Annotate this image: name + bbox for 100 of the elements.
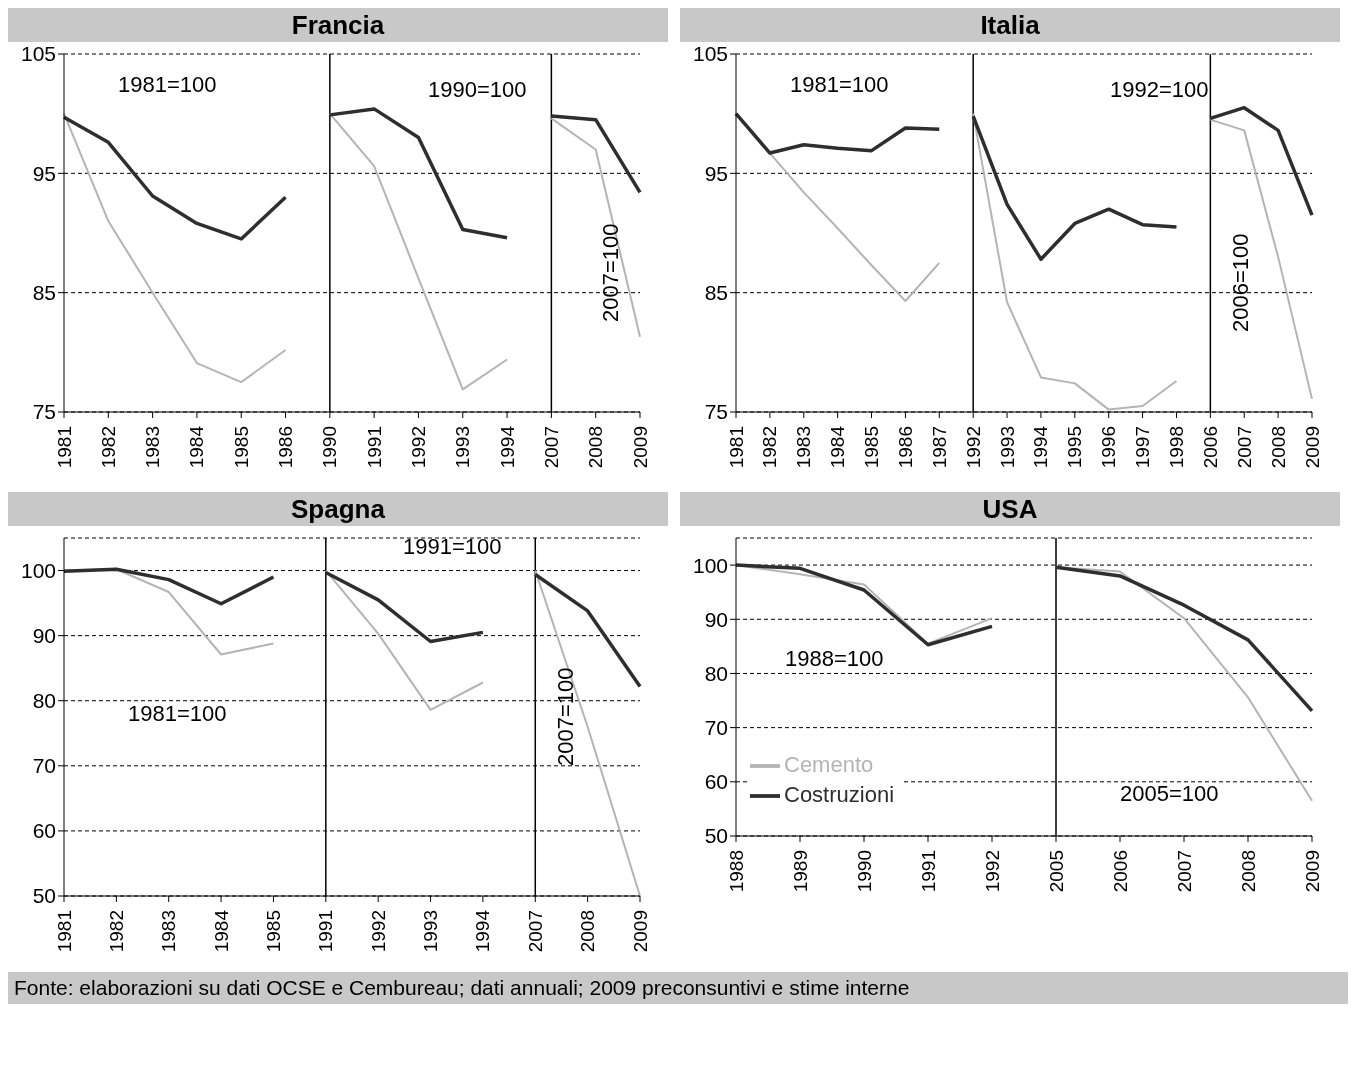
x-tick-label: 2008 [1237,850,1259,893]
x-tick-label: 2005 [1045,850,1067,893]
x-tick-label: 1993 [996,426,1018,469]
y-tick-label: 80 [704,661,728,685]
x-tick-label: 1994 [472,909,494,953]
x-tick-label: 1994 [496,425,518,469]
x-tick-label: 2007 [540,426,562,469]
line-series [328,112,509,391]
y-tick-label: 105 [20,42,56,66]
y-tick-label: 100 [20,559,56,582]
x-tick-label: 1992 [981,850,1003,893]
x-tick-label: 1996 [1098,426,1120,469]
x-tick-label: 1990 [319,426,341,469]
line-series [1209,118,1313,400]
annotation: 2006=100 [1228,233,1254,332]
annotation: 1988=100 [785,646,884,672]
x-tick-label: 1982 [97,426,119,469]
x-tick-label: 1986 [894,426,916,469]
x-tick-label: 2008 [1267,426,1289,469]
annotation: 1981=100 [128,701,227,727]
y-tick-label: 90 [704,607,728,631]
x-tick-label: 2007 [1233,426,1255,469]
x-tick-label: 2009 [629,426,651,469]
x-tick-label: 1982 [759,426,781,469]
x-tick-label: 2006 [1109,850,1131,893]
x-tick-label: 1994 [1030,425,1052,469]
line-series [324,570,485,644]
x-tick-label: 1987 [928,426,950,469]
x-tick-label: 1993 [452,426,474,469]
x-tick-label: 1985 [230,426,252,469]
x-tick-label: 1995 [1064,426,1086,469]
chart-title: USA [680,492,1340,526]
annotation: 1981=100 [790,72,889,98]
x-tick-label: 2007 [1173,850,1195,893]
y-tick-label: 70 [704,716,728,740]
x-tick-label: 1988 [725,850,747,893]
chart-title: Spagna [8,492,668,526]
y-tick-label: 75 [704,400,728,424]
line-series [324,569,484,711]
line-series [328,107,509,240]
x-tick-label: 1981 [53,910,75,953]
x-tick-label: 1984 [186,425,208,469]
annotation: 1990=100 [428,77,527,103]
line-series [1054,565,1314,713]
x-tick-label: 1991 [363,426,385,469]
chart-title: Francia [8,8,668,42]
x-tick-label: 1989 [789,850,811,893]
y-tick-label: 85 [32,281,56,305]
x-tick-label: 1983 [793,426,815,469]
x-tick-label: 1982 [105,910,127,953]
x-tick-label: 2009 [629,910,651,953]
x-tick-label: 1985 [262,910,284,953]
x-tick-label: 1993 [420,910,442,953]
annotation: 2007=100 [598,223,624,322]
x-tick-label: 1992 [962,426,984,469]
x-tick-label: 2008 [577,910,599,953]
line-series [62,567,276,606]
line-series [734,111,942,155]
x-tick-label: 2007 [524,910,546,953]
x-tick-label: 1992 [407,426,429,469]
y-tick-label: 50 [32,884,56,908]
y-tick-label: 100 [692,553,728,577]
x-tick-label: 1990 [853,850,875,893]
y-tick-label: 60 [32,819,56,843]
x-tick-label: 2009 [1301,426,1323,469]
line-series [1208,105,1314,217]
line-series [63,112,287,384]
x-tick-label: 1981 [53,426,75,469]
line-series [62,115,288,241]
x-tick-label: 1983 [158,910,180,953]
x-tick-label: 1992 [367,910,389,953]
x-tick-label: 2008 [585,426,607,469]
annotation: 1981=100 [118,72,217,98]
x-tick-label: 1984 [210,909,232,953]
annotation: 2005=100 [1120,781,1219,807]
annotation: 1992=100 [1110,77,1209,103]
y-tick-label: 95 [704,161,728,185]
line-series [972,112,1178,411]
x-tick-label: 1983 [142,426,164,469]
x-tick-label: 1985 [861,426,883,469]
annotation: 1991=100 [403,534,502,560]
y-tick-label: 95 [32,161,56,185]
y-tick-label: 90 [32,624,56,648]
legend-label: Costruzioni [784,781,895,807]
legend-label: Cemento [784,751,874,777]
y-tick-label: 60 [704,770,728,794]
y-tick-label: 75 [32,400,56,424]
y-tick-label: 105 [692,42,728,66]
annotation: 2007=100 [553,667,579,766]
x-tick-label: 1986 [275,426,297,469]
y-tick-label: 85 [704,281,728,305]
x-tick-label: 1981 [725,426,747,469]
line-series [971,114,1179,261]
x-tick-label: 2006 [1199,426,1221,469]
x-tick-label: 2009 [1301,850,1323,893]
x-tick-label: 1991 [917,850,939,893]
x-tick-label: 1998 [1165,426,1187,469]
source-note: Fonte: elaborazioni su dati OCSE e Cembureau; dati annuali; 2009 preconsuntivi e stime interne [8,972,1348,1004]
chart-title: Italia [680,8,1340,42]
x-tick-label: 1997 [1132,426,1154,469]
